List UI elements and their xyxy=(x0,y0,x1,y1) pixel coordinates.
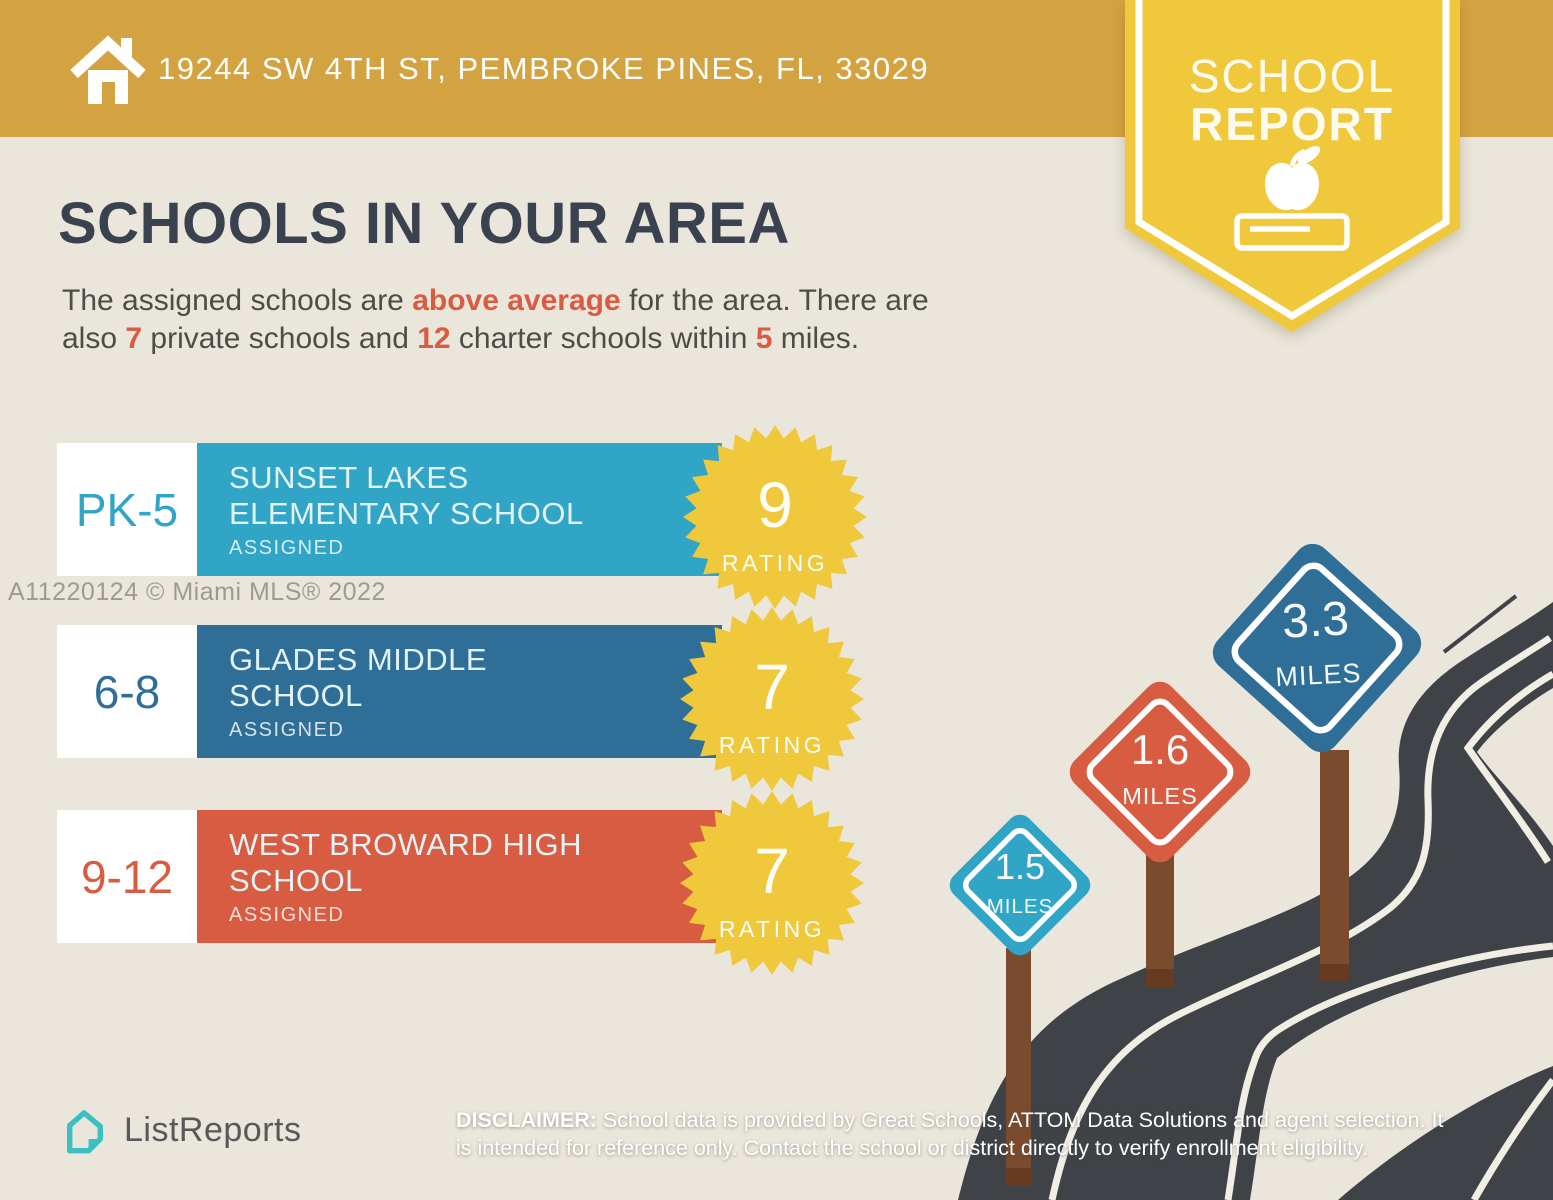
listreports-wordmark: ListReports xyxy=(124,1110,302,1149)
school-bar: SUNSET LAKES ELEMENTARY SCHOOL ASSIGNED xyxy=(197,443,722,576)
svg-text:9: 9 xyxy=(757,469,793,541)
assigned-label: ASSIGNED xyxy=(229,718,345,741)
svg-text:MILES: MILES xyxy=(1275,658,1362,692)
distance-sign-3-3-miles: 3.3 MILES xyxy=(1212,543,1422,753)
svg-text:1.6: 1.6 xyxy=(1131,726,1189,773)
svg-text:7: 7 xyxy=(754,835,790,907)
highlight-radius: 5 xyxy=(755,322,773,355)
school-name-line1: GLADES MIDDLE xyxy=(229,641,488,677)
rating-badge-middle: 7 RATING xyxy=(680,607,864,791)
disclaimer-line-2: is intended for reference only. Contact … xyxy=(456,1136,1369,1160)
rating-badge-high: 7 RATING xyxy=(680,791,864,975)
grade-range: 6-8 xyxy=(57,625,197,758)
svg-text:1.5: 1.5 xyxy=(995,846,1045,887)
school-name-line2: ELEMENTARY SCHOOL xyxy=(229,495,584,531)
distance-sign-1-5-miles: 1.5 MILES xyxy=(949,814,1091,956)
disclaimer-text: DISCLAIMER: School data is provided by G… xyxy=(456,1106,1496,1162)
intro-text: The assigned schools are above average f… xyxy=(62,282,929,358)
school-bar: WEST BROWARD HIGH SCHOOL ASSIGNED xyxy=(197,810,722,943)
svg-text:RATING: RATING xyxy=(719,916,825,942)
highlight-above-average: above average xyxy=(412,284,621,317)
school-name-line1: WEST BROWARD HIGH xyxy=(229,826,582,862)
listreports-logo: ListReports xyxy=(58,1102,301,1158)
assigned-label: ASSIGNED xyxy=(229,536,345,559)
home-icon xyxy=(70,35,146,104)
svg-text:MILES: MILES xyxy=(1122,783,1198,809)
svg-text:3.3: 3.3 xyxy=(1281,592,1350,648)
school-row-middle: 6-8 GLADES MIDDLE SCHOOL ASSIGNED xyxy=(57,625,722,758)
listreports-house-icon xyxy=(67,1110,104,1154)
intro-line-2: also 7 private schools and 12 charter sc… xyxy=(62,322,860,355)
disclaimer-line-1: DISCLAIMER: School data is provided by G… xyxy=(456,1108,1444,1132)
highlight-charter-count: 12 xyxy=(417,322,451,355)
school-name-line2: SCHOOL xyxy=(229,677,363,713)
distance-sign-1-6-miles: 1.6 MILES xyxy=(1069,681,1251,863)
grade-range: 9-12 xyxy=(57,810,197,943)
mls-watermark: A11220124 © Miami MLS® 2022 xyxy=(8,578,386,606)
page-title: SCHOOLS IN YOUR AREA xyxy=(58,191,790,256)
svg-text:SCHOOL: SCHOOL xyxy=(1189,50,1395,102)
svg-text:RATING: RATING xyxy=(722,550,828,576)
school-bar: GLADES MIDDLE SCHOOL ASSIGNED xyxy=(197,625,722,758)
horizon-line xyxy=(1442,594,1518,654)
apple-book-icon xyxy=(1234,146,1350,251)
school-report-ribbon: SCHOOL REPORT xyxy=(1125,0,1460,332)
school-row-high: 9-12 WEST BROWARD HIGH SCHOOL ASSIGNED xyxy=(57,810,722,943)
svg-text:RATING: RATING xyxy=(719,732,825,758)
svg-text:MILES: MILES xyxy=(987,895,1054,918)
property-address: 19244 SW 4TH ST, PEMBROKE PINES, FL, 330… xyxy=(158,50,930,86)
grade-range: PK-5 xyxy=(57,443,197,576)
svg-text:REPORT: REPORT xyxy=(1190,98,1394,150)
svg-text:7: 7 xyxy=(754,651,790,723)
school-name-line1: SUNSET LAKES xyxy=(229,459,469,495)
school-row-elementary: PK-5 SUNSET LAKES ELEMENTARY SCHOOL ASSI… xyxy=(57,443,722,576)
highlight-private-count: 7 xyxy=(125,322,143,355)
assigned-label: ASSIGNED xyxy=(229,903,345,926)
school-name-line2: SCHOOL xyxy=(229,862,363,898)
intro-line-1: The assigned schools are above average f… xyxy=(62,284,929,317)
rating-badge-elementary: 9 RATING xyxy=(683,425,867,609)
